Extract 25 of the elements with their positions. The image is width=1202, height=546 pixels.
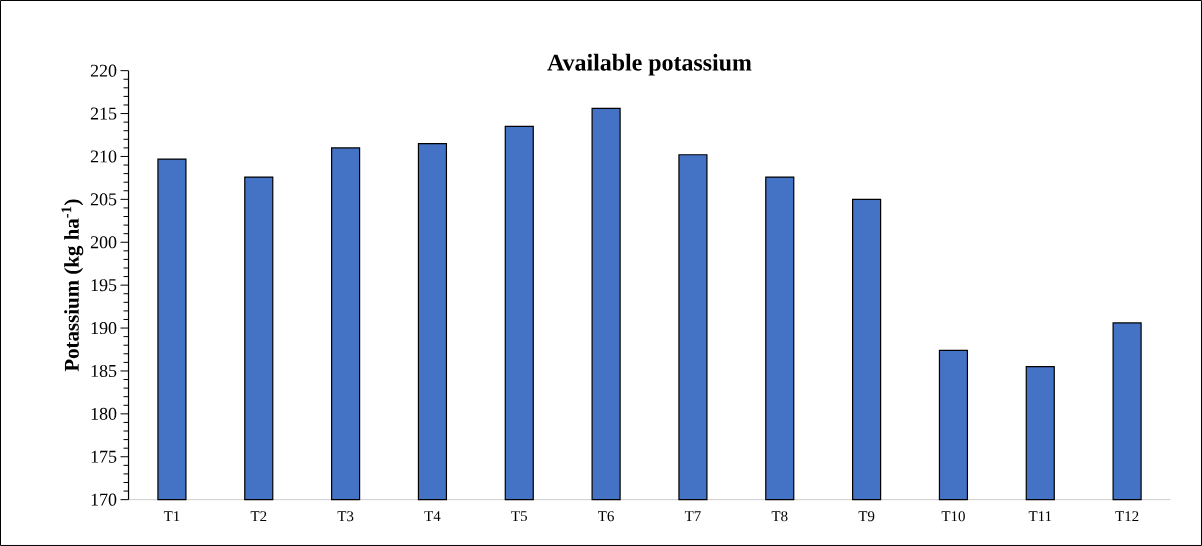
y-tick-label: 205 — [90, 193, 117, 206]
y-tick-label: 195 — [91, 279, 117, 292]
x-tick-label: T12 — [1115, 511, 1139, 522]
y-tick-label: 180 — [91, 407, 117, 420]
y-tick-label: 210 — [90, 150, 117, 163]
x-tick-label: T9 — [858, 511, 875, 522]
x-tick-label: T2 — [250, 511, 267, 522]
y-tick-label: 200 — [90, 236, 117, 249]
x-tick-label: T11 — [1028, 511, 1052, 522]
text: Potassium (kg ha$^{-1}$) — [61, 199, 84, 372]
x-tick-label: T8 — [771, 511, 788, 522]
y-tick-label: 215 — [90, 107, 117, 120]
x-tick-label: T7 — [684, 511, 701, 521]
y-tick-label: 185 — [91, 364, 117, 377]
chart-title: Available potassium — [547, 53, 752, 76]
x-tick-label: T6 — [598, 511, 614, 522]
y-tick-label: 175 — [91, 450, 117, 463]
x-tick-label: T5 — [511, 511, 527, 522]
x-tick-label: T4 — [424, 511, 441, 522]
y-tick-label: 170 — [91, 493, 117, 506]
y-tick-label: 190 — [91, 322, 117, 335]
x-tick-label: T1 — [163, 511, 180, 522]
x-tick-label: T3 — [337, 511, 354, 522]
y-tick-label: 220 — [90, 64, 117, 77]
x-tick-label: T10 — [941, 511, 965, 522]
